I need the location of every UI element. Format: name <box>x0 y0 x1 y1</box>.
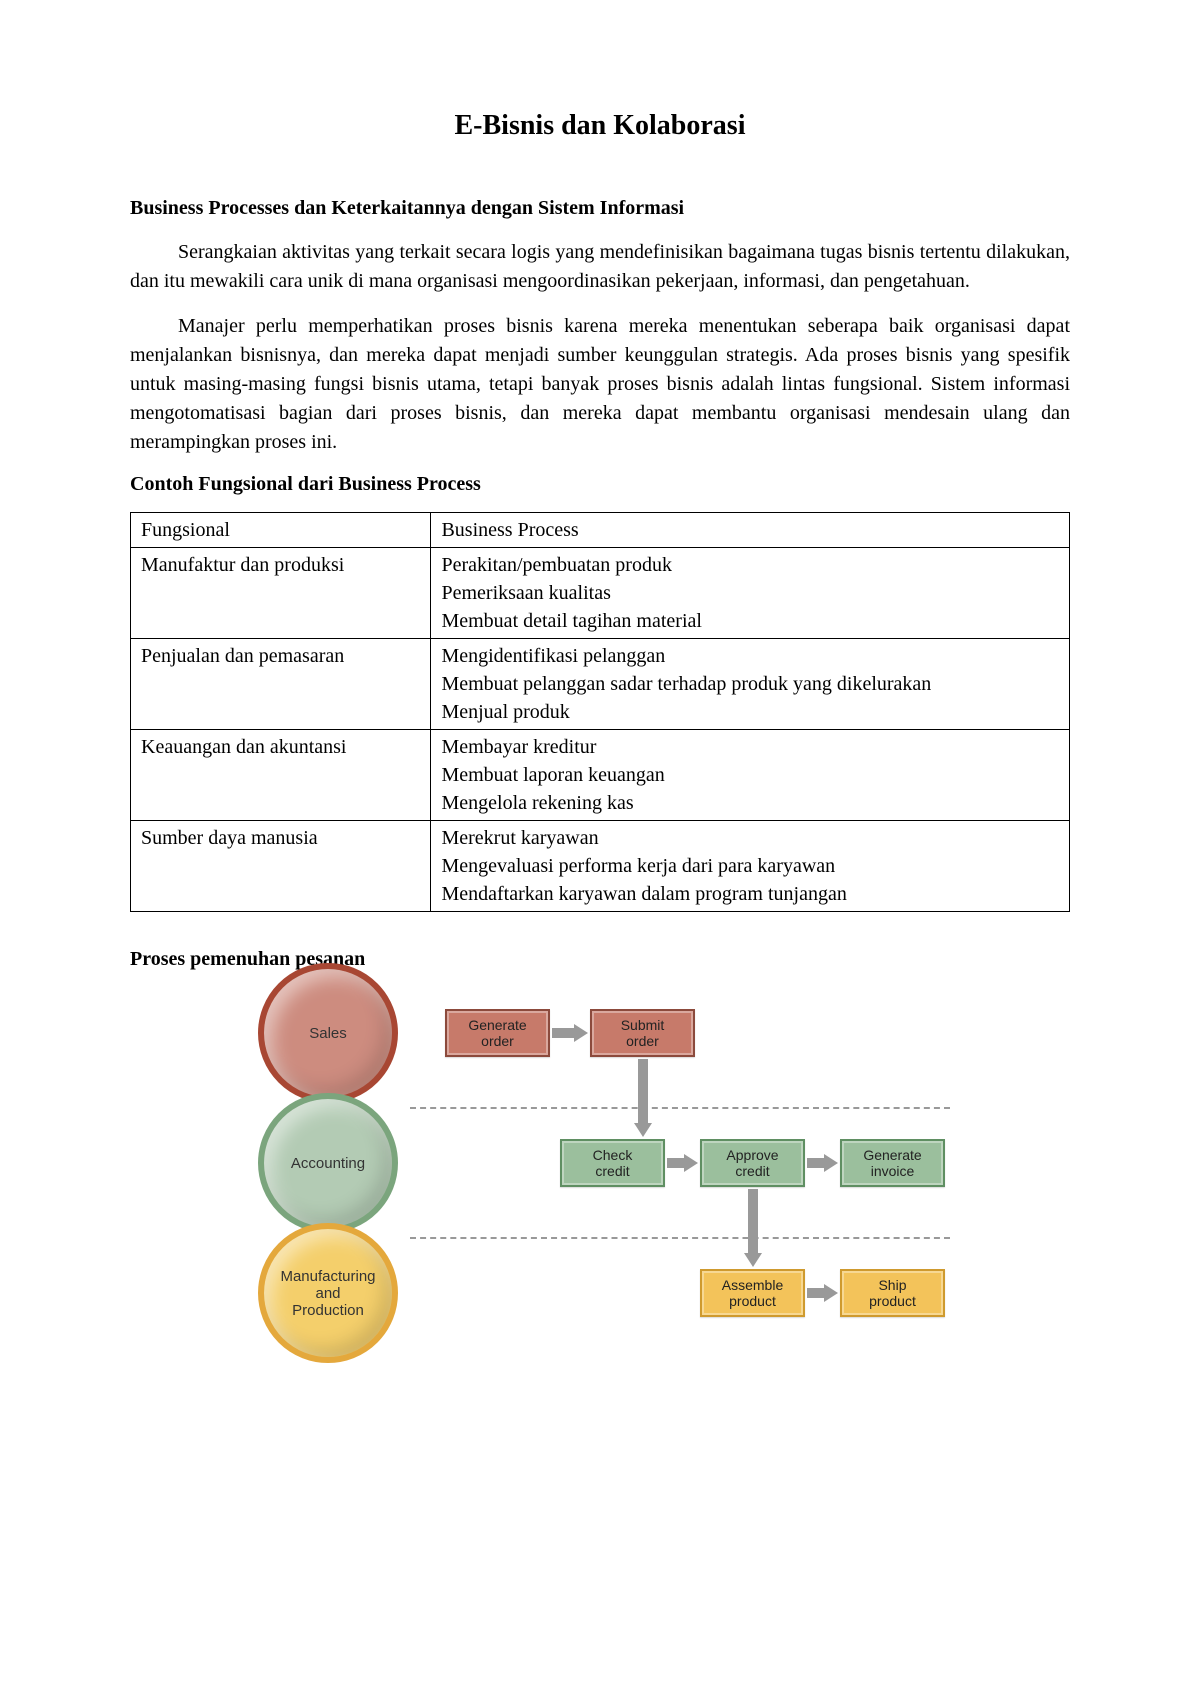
table-cell: Membayar krediturMembuat laporan keuanga… <box>431 730 1070 821</box>
flow-node-ship: Shipproduct <box>840 1269 945 1317</box>
table-cell: Keauangan dan akuntansi <box>131 730 431 821</box>
heading-business-processes: Business Processes dan Keterkaitannya de… <box>130 197 1070 220</box>
arrow-right-icon <box>552 1024 588 1042</box>
table-row: Penjualan dan pemasaran Mengidentifikasi… <box>131 639 1070 730</box>
table-cell: Perakitan/pembuatan produkPemeriksaan ku… <box>431 548 1070 639</box>
order-fulfillment-flowchart: SalesAccountingManufacturingandProductio… <box>250 989 950 1369</box>
table-row: Manufaktur dan produksi Perakitan/pembua… <box>131 548 1070 639</box>
table-row: Keauangan dan akuntansi Membayar kreditu… <box>131 730 1070 821</box>
table-header-row: Fungsional Business Process <box>131 513 1070 548</box>
lane-divider <box>410 1107 950 1109</box>
flow-node-app_credit: Approvecredit <box>700 1139 805 1187</box>
paragraph-2: Manajer perlu memperhatikan proses bisni… <box>130 312 1070 457</box>
heading-order-fulfillment: Proses pemenuhan pesanan <box>130 948 1070 971</box>
flow-node-gen_order: Generateorder <box>445 1009 550 1057</box>
paragraph-1: Serangkaian aktivitas yang terkait secar… <box>130 238 1070 296</box>
table-cell: Mengidentifikasi pelangganMembuat pelang… <box>431 639 1070 730</box>
lane-circle-sales: Sales <box>258 963 398 1103</box>
table-cell: Merekrut karyawanMengevaluasi performa k… <box>431 821 1070 912</box>
flow-node-assemble: Assembleproduct <box>700 1269 805 1317</box>
lane-circle-accounting: Accounting <box>258 1093 398 1233</box>
table-cell: Sumber daya manusia <box>131 821 431 912</box>
arrow-right-icon <box>667 1154 698 1172</box>
table-row: Sumber daya manusia Merekrut karyawanMen… <box>131 821 1070 912</box>
arrow-down-icon <box>744 1189 762 1267</box>
lane-divider <box>410 1237 950 1239</box>
table-cell: Penjualan dan pemasaran <box>131 639 431 730</box>
flow-node-chk_credit: Checkcredit <box>560 1139 665 1187</box>
arrow-down-icon <box>634 1059 652 1137</box>
lane-circle-manufacturing: ManufacturingandProduction <box>258 1223 398 1363</box>
heading-functional-example: Contoh Fungsional dari Business Process <box>130 473 1070 496</box>
page-title: E-Bisnis dan Kolaborasi <box>130 110 1070 142</box>
arrow-right-icon <box>807 1154 838 1172</box>
table-header-business-process: Business Process <box>431 513 1070 548</box>
flow-node-gen_invoice: Generateinvoice <box>840 1139 945 1187</box>
functional-table: Fungsional Business Process Manufaktur d… <box>130 512 1070 912</box>
table-cell: Manufaktur dan produksi <box>131 548 431 639</box>
arrow-right-icon <box>807 1284 838 1302</box>
table-header-fungsional: Fungsional <box>131 513 431 548</box>
flow-node-sub_order: Submitorder <box>590 1009 695 1057</box>
